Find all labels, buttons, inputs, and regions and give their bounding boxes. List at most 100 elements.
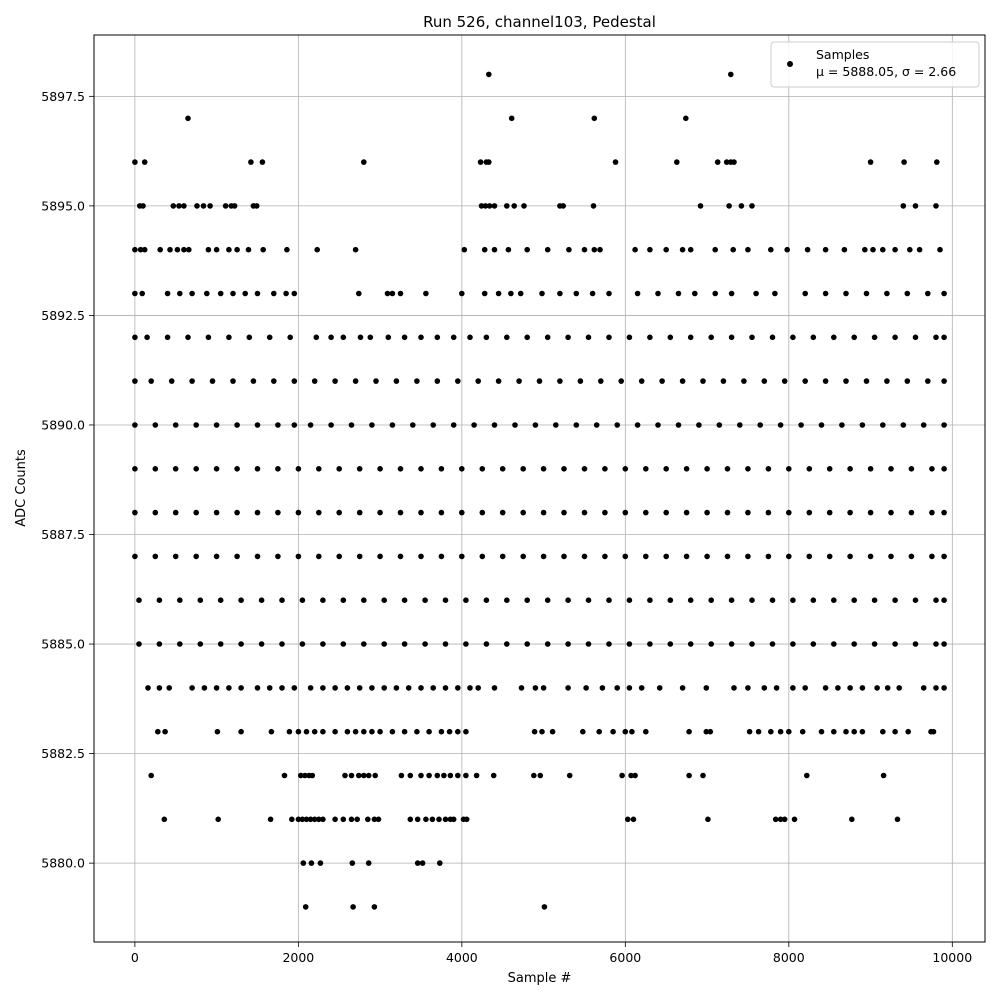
data-point xyxy=(491,246,498,253)
data-point xyxy=(248,159,254,165)
data-point xyxy=(704,466,710,472)
x-tick-label: 6000 xyxy=(609,950,641,965)
data-point xyxy=(745,685,751,691)
data-point xyxy=(791,816,798,823)
data-point xyxy=(773,685,780,691)
data-point xyxy=(692,290,698,297)
data-point xyxy=(254,685,261,691)
data-point xyxy=(254,422,261,428)
data-point xyxy=(254,290,261,297)
data-point xyxy=(728,597,735,603)
data-point xyxy=(193,553,199,560)
x-tick-label: 4000 xyxy=(446,950,478,965)
data-point xyxy=(753,290,759,297)
data-point xyxy=(930,728,937,735)
data-point xyxy=(463,728,469,735)
data-point xyxy=(441,772,447,779)
data-point xyxy=(442,597,449,603)
data-point xyxy=(831,641,837,647)
data-point xyxy=(316,816,322,823)
data-point xyxy=(822,685,829,691)
x-axis-label: Sample # xyxy=(508,971,572,986)
data-point xyxy=(475,378,482,384)
data-point xyxy=(356,509,363,516)
data-point xyxy=(314,246,321,253)
data-point xyxy=(320,685,326,691)
data-point xyxy=(941,597,947,603)
data-point xyxy=(250,378,257,384)
data-point xyxy=(397,290,404,297)
plot-frame xyxy=(93,34,986,943)
data-point xyxy=(356,466,363,472)
data-point xyxy=(781,378,788,384)
data-point xyxy=(213,246,220,253)
data-point xyxy=(144,334,150,341)
data-point xyxy=(499,509,506,516)
data-point xyxy=(467,334,473,341)
data-point xyxy=(365,816,371,823)
data-point xyxy=(266,685,273,691)
data-point xyxy=(377,728,383,735)
data-point xyxy=(912,203,919,209)
data-point xyxy=(181,246,187,253)
data-point xyxy=(348,422,355,428)
data-point xyxy=(843,290,849,297)
data-point xyxy=(430,422,437,428)
data-point xyxy=(389,290,396,297)
data-point xyxy=(332,816,338,823)
data-point xyxy=(912,641,919,647)
data-point xyxy=(320,597,326,603)
data-point xyxy=(683,509,690,516)
data-point xyxy=(177,290,183,297)
data-point xyxy=(161,816,168,823)
data-point xyxy=(414,728,420,735)
data-point xyxy=(561,509,567,516)
data-point xyxy=(772,816,779,823)
chart-title: Run 526, channel103, Pedestal xyxy=(423,13,656,31)
data-point xyxy=(683,553,690,560)
data-point xyxy=(941,378,947,384)
data-point xyxy=(226,685,232,691)
data-point xyxy=(520,466,526,472)
data-point xyxy=(880,422,886,428)
data-point xyxy=(511,203,517,209)
data-point xyxy=(544,246,551,253)
data-point xyxy=(606,597,612,603)
data-point xyxy=(822,246,829,253)
data-point xyxy=(268,728,275,735)
data-point xyxy=(598,378,604,384)
data-point xyxy=(532,685,539,691)
y-tick-label: 5895.0 xyxy=(41,198,85,213)
data-point xyxy=(455,728,461,735)
data-point xyxy=(580,728,586,735)
data-point xyxy=(667,597,674,603)
data-point xyxy=(141,246,148,253)
data-point xyxy=(520,553,526,560)
data-point xyxy=(234,466,240,472)
data-point xyxy=(177,641,183,647)
data-point xyxy=(438,728,445,735)
data-point xyxy=(847,509,853,516)
data-point xyxy=(761,685,768,691)
data-point xyxy=(381,685,388,691)
data-point xyxy=(839,422,845,428)
data-point xyxy=(307,685,314,691)
data-point xyxy=(622,553,629,560)
data-point xyxy=(231,203,238,209)
data-point xyxy=(553,422,559,428)
data-point xyxy=(505,246,512,253)
data-point xyxy=(625,816,631,823)
data-point xyxy=(295,509,302,516)
data-point xyxy=(888,553,894,560)
data-point xyxy=(941,685,947,691)
data-point xyxy=(849,816,855,823)
data-point xyxy=(139,290,145,297)
y-tick-label: 5880.0 xyxy=(41,856,85,871)
data-point xyxy=(777,816,784,823)
data-point xyxy=(884,378,890,384)
data-point xyxy=(905,728,911,735)
gridlines xyxy=(94,35,985,942)
data-point xyxy=(132,422,138,428)
data-point xyxy=(916,246,923,253)
